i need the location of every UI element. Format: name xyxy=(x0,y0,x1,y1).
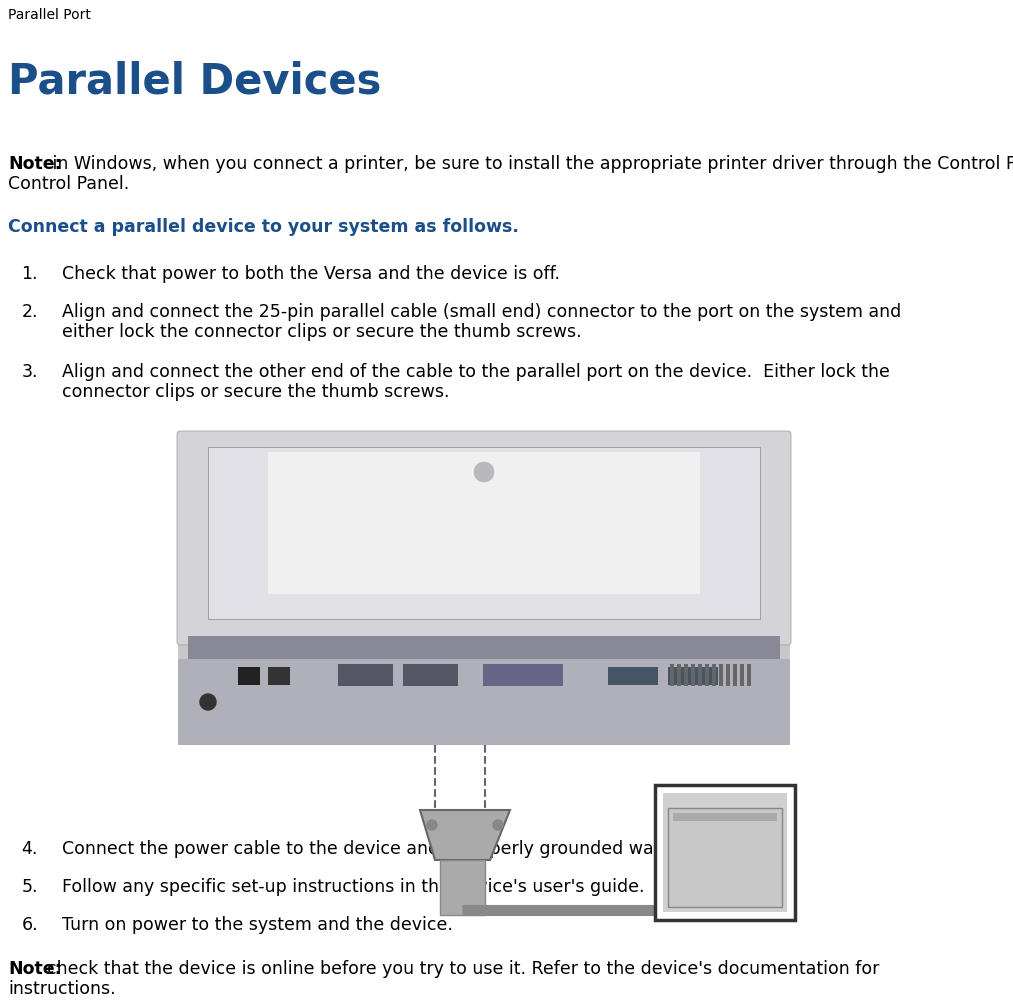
Bar xyxy=(747,664,751,686)
Bar xyxy=(684,664,688,686)
Bar xyxy=(663,793,787,912)
Text: Align and connect the other end of the cable to the parallel port on the device.: Align and connect the other end of the c… xyxy=(62,363,889,381)
Bar xyxy=(338,664,393,686)
Bar xyxy=(238,667,260,685)
Bar xyxy=(673,813,777,821)
Text: in Windows, when you connect a printer, be sure to install the appropriate print: in Windows, when you connect a printer, … xyxy=(47,155,1013,173)
Bar xyxy=(268,667,290,685)
Text: 5.: 5. xyxy=(21,878,38,896)
Bar xyxy=(208,447,760,619)
FancyBboxPatch shape xyxy=(177,431,791,645)
Bar xyxy=(733,664,737,686)
Bar xyxy=(698,664,702,686)
Text: 1.: 1. xyxy=(21,265,38,283)
Polygon shape xyxy=(420,810,510,860)
Text: 6.: 6. xyxy=(21,916,38,934)
Bar xyxy=(670,664,674,686)
Text: Note:: Note: xyxy=(8,155,62,173)
Text: 3.: 3. xyxy=(21,363,38,381)
Text: Connect the power cable to the device and a properly grounded wall outlet.: Connect the power cable to the device an… xyxy=(62,840,725,858)
Text: either lock the connector clips or secure the thumb screws.: either lock the connector clips or secur… xyxy=(62,323,581,341)
Text: check that the device is online before you try to use it. Refer to the device's : check that the device is online before y… xyxy=(47,960,879,978)
Circle shape xyxy=(200,694,216,710)
Bar xyxy=(712,664,716,686)
Bar xyxy=(268,452,700,594)
Bar xyxy=(691,664,695,686)
Text: Parallel Port: Parallel Port xyxy=(8,8,91,22)
Text: connector clips or secure the thumb screws.: connector clips or secure the thumb scre… xyxy=(62,383,450,401)
Bar xyxy=(403,664,458,686)
FancyBboxPatch shape xyxy=(178,432,790,745)
Bar xyxy=(741,664,744,686)
Text: Follow any specific set-up instructions in the device's user's guide.: Follow any specific set-up instructions … xyxy=(62,878,644,896)
Circle shape xyxy=(427,820,437,830)
Bar xyxy=(719,664,723,686)
Text: Note:: Note: xyxy=(8,960,62,978)
Text: Check that power to both the Versa and the device is off.: Check that power to both the Versa and t… xyxy=(62,265,560,283)
Bar xyxy=(178,659,790,745)
Bar xyxy=(668,667,718,685)
Circle shape xyxy=(474,462,494,482)
Bar xyxy=(668,808,782,907)
Text: Parallel Devices: Parallel Devices xyxy=(8,60,381,102)
Bar xyxy=(608,667,658,685)
Bar xyxy=(655,785,795,920)
Text: Turn on power to the system and the device.: Turn on power to the system and the devi… xyxy=(62,916,453,934)
Bar xyxy=(677,664,681,686)
Text: 2.: 2. xyxy=(21,303,38,321)
Bar xyxy=(188,636,780,659)
Text: Connect a parallel device to your system as follows.: Connect a parallel device to your system… xyxy=(8,218,519,236)
Text: 4.: 4. xyxy=(21,840,38,858)
Circle shape xyxy=(493,820,503,830)
Bar xyxy=(483,664,563,686)
Bar xyxy=(440,860,485,915)
Text: instructions.: instructions. xyxy=(8,980,115,998)
Text: Align and connect the 25-pin parallel cable (small end) connector to the port on: Align and connect the 25-pin parallel ca… xyxy=(62,303,902,321)
Text: Control Panel.: Control Panel. xyxy=(8,175,130,193)
Bar xyxy=(726,664,730,686)
Bar xyxy=(705,664,709,686)
